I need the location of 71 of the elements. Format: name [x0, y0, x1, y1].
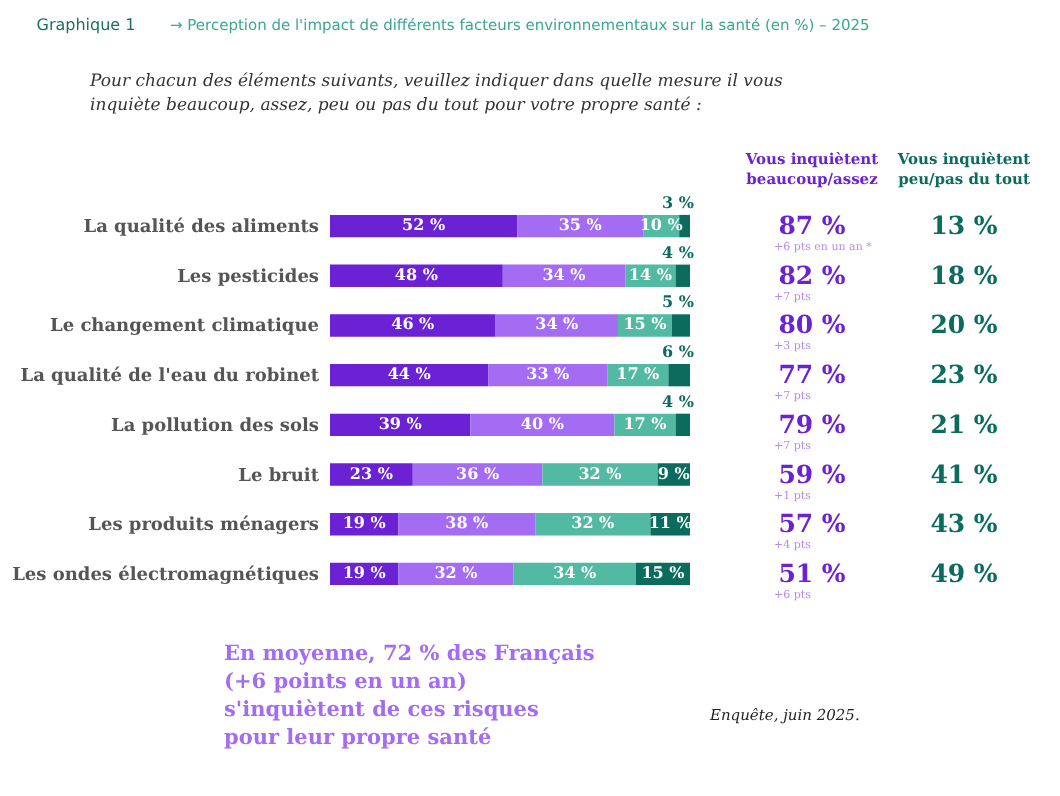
chart-subtitle: Pour chacun des éléments suivants, veuillez indiquer dans quelle mesure il vous inquiète beaucoup, assez, peu ou pas du tout pour votre propre santé :	[88, 72, 785, 116]
text: 57 %	[778, 508, 846, 539]
text: 13 %	[930, 210, 998, 241]
text: 59 %	[778, 458, 846, 489]
data-label: 34 %	[542, 263, 587, 284]
y-tick-label: Les produits ménagers	[88, 514, 319, 537]
data-label: 14 %	[628, 263, 673, 284]
bar	[330, 264, 503, 287]
bar	[330, 314, 496, 337]
text: 51 %	[778, 557, 846, 588]
data-label: 32 %	[578, 462, 623, 483]
text: 43 %	[930, 508, 998, 539]
text: 77 %	[778, 359, 846, 390]
data-label: 32 %	[434, 561, 479, 582]
text: 18 %	[930, 259, 998, 290]
data-label: 38 %	[445, 512, 490, 533]
bar	[330, 363, 489, 387]
text: 49 %	[930, 557, 998, 588]
data-label: 6 %	[662, 341, 695, 362]
y-tick-label: La qualité des aliments	[83, 216, 319, 239]
data-label: 10 %	[639, 214, 684, 235]
bar	[679, 214, 690, 238]
bar	[470, 413, 615, 437]
bar	[668, 363, 690, 387]
data-label: 40 %	[520, 412, 565, 433]
text: Graphique 1	[36, 16, 136, 34]
y-tick-label: Le bruit	[238, 466, 321, 487]
data-label: 5 %	[662, 291, 695, 312]
text: 23 %	[930, 359, 998, 390]
bar	[495, 314, 618, 337]
data-label: 44 %	[387, 363, 432, 384]
data-label: 17 %	[623, 412, 668, 433]
data-label: 39 %	[378, 412, 423, 433]
data-label: 4 %	[662, 390, 695, 411]
y-tick-label: Les ondes électromagnétiques	[12, 563, 319, 586]
data-label: 23 %	[349, 462, 394, 483]
y-tick-label: Les pesticides	[177, 267, 319, 288]
data-label: 9 %	[657, 462, 691, 483]
y-tick-label: La qualité de l'eau du robinet	[20, 365, 321, 388]
bar	[330, 214, 518, 238]
data-label: 15 %	[641, 561, 686, 582]
data-label: 4 %	[662, 241, 695, 262]
data-label: 19 %	[342, 561, 387, 582]
data-label: 34 %	[553, 561, 598, 582]
data-label: 35 %	[558, 214, 603, 235]
y-tick-label: Le changement climatique	[50, 317, 320, 338]
data-label: 33 %	[526, 363, 571, 384]
data-label: 52 %	[402, 214, 446, 235]
data-label: 19 %	[342, 512, 387, 533]
text: 87 %	[778, 210, 846, 241]
text: 79 %	[778, 408, 846, 439]
data-label: 32 %	[571, 512, 616, 533]
data-label: 3 %	[662, 192, 695, 213]
data-label: 46 %	[391, 313, 436, 334]
bar	[412, 463, 543, 486]
text: 20 %	[930, 309, 998, 340]
bar	[675, 264, 690, 287]
bar	[542, 463, 658, 486]
text: 21 %	[930, 408, 998, 439]
data-label: 48 %	[394, 263, 439, 284]
text: 82 %	[778, 259, 846, 290]
text: 41 %	[930, 458, 998, 489]
data-label: 15 %	[623, 313, 668, 334]
text: 80 %	[778, 309, 846, 340]
bar	[672, 314, 690, 337]
text: En moyenne, 72 % des Français (+6 points en un an) s'inquiètent de ces risques pour leur propre santé	[224, 642, 595, 750]
data-label: 34 %	[535, 313, 580, 334]
data-label: 17 %	[616, 363, 661, 384]
data-label: 36 %	[456, 462, 500, 483]
y-tick-label: La pollution des sols	[110, 416, 319, 437]
bar	[675, 413, 690, 437]
